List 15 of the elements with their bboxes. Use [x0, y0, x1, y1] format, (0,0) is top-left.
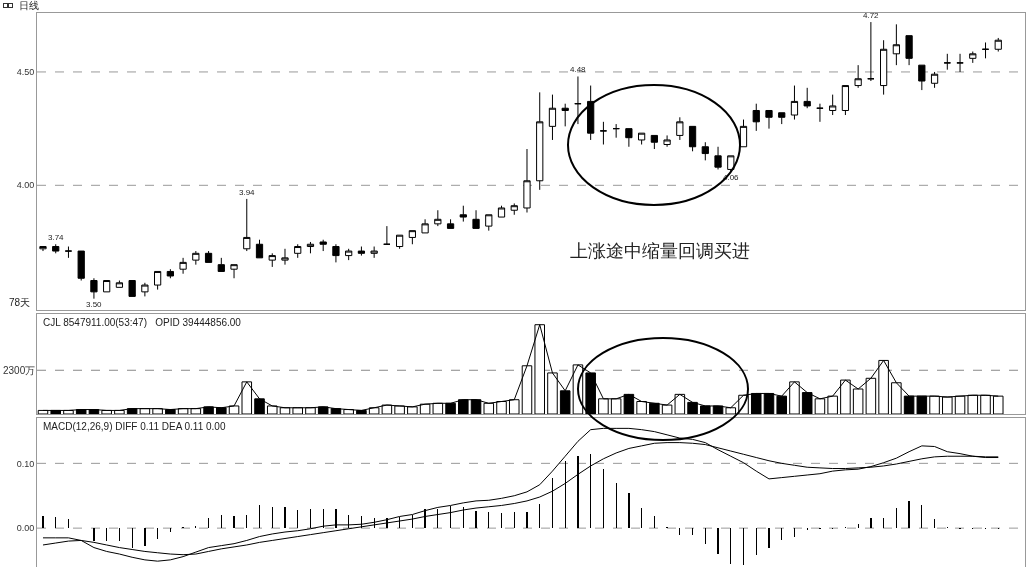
y-tick-label: 4.00	[16, 180, 35, 191]
chart-title: CJL 8547911.00(53:47) OPID 39444856.00	[43, 317, 242, 328]
annotation: 4.72	[863, 11, 880, 20]
chart-title: 日线	[19, 0, 39, 11]
y-tick-label: 0.10	[16, 458, 35, 469]
y-tick-label: 4.50	[16, 67, 35, 78]
chart-title: MACD(12,26,9) DIFF 0.11 DEA 0.11 0.00	[43, 421, 226, 432]
text: 78天	[9, 297, 31, 308]
annotation: 4.48	[570, 65, 587, 74]
annotation: 上涨途中缩量回调买进	[570, 241, 750, 261]
ref-line-label: 2300万	[3, 365, 36, 376]
annotation: 3.94	[239, 188, 256, 197]
annotation: 3.74	[48, 233, 65, 242]
y-tick-label: 0.00	[16, 523, 35, 534]
annotation: 3.50	[86, 300, 103, 309]
